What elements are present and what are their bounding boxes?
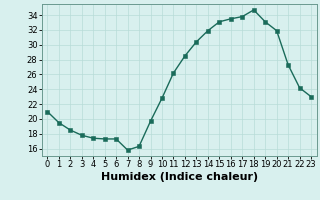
X-axis label: Humidex (Indice chaleur): Humidex (Indice chaleur) <box>100 172 258 182</box>
